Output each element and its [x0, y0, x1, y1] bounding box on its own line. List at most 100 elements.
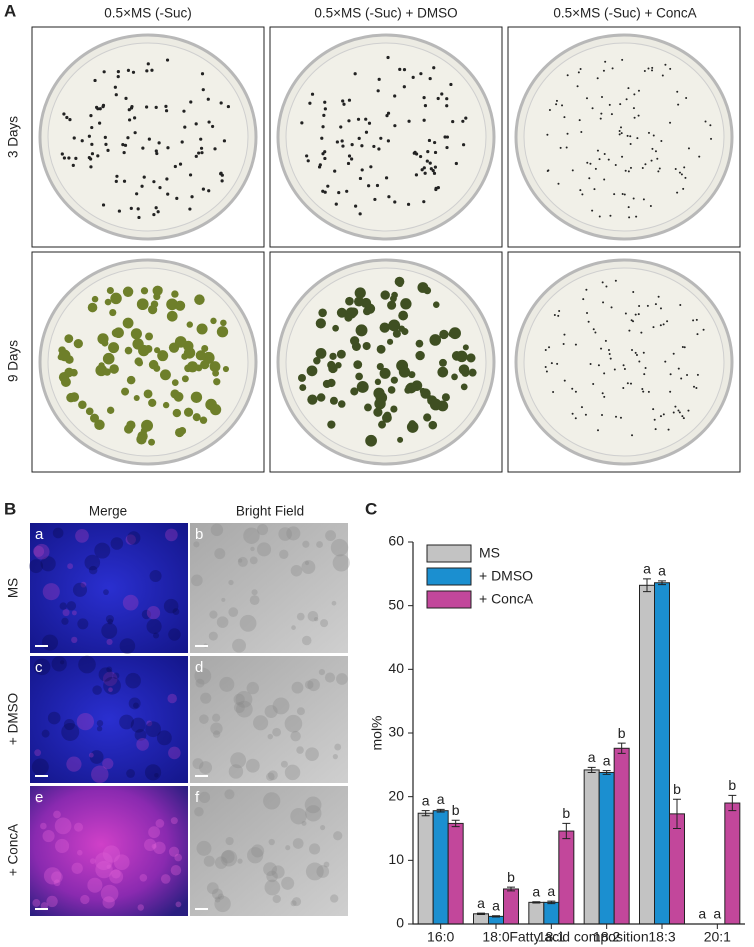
legend-swatch	[426, 544, 472, 563]
cell-texture	[111, 869, 121, 879]
seed	[353, 72, 357, 76]
cell-texture	[212, 730, 221, 738]
seedling	[439, 329, 449, 340]
cell-texture	[66, 601, 77, 611]
seed	[433, 150, 438, 155]
cell-texture	[84, 554, 101, 571]
seed	[342, 102, 346, 106]
cell-texture	[290, 900, 297, 907]
seed	[626, 382, 629, 385]
cell-texture	[263, 792, 281, 810]
seed	[614, 279, 617, 282]
seed	[669, 390, 672, 393]
bar	[583, 769, 600, 925]
seed	[341, 144, 345, 148]
cell-texture	[51, 871, 63, 883]
x-tick-label: 18:0	[482, 929, 509, 945]
seed	[347, 154, 352, 158]
cell-texture	[72, 582, 88, 597]
seedling	[200, 359, 210, 370]
seed	[422, 96, 426, 100]
seed	[377, 147, 381, 151]
seed	[165, 58, 170, 62]
seed	[122, 179, 127, 183]
cell-texture	[107, 618, 114, 625]
seedling	[449, 327, 461, 340]
seed	[609, 357, 612, 360]
cell-texture	[307, 610, 319, 622]
seed	[188, 173, 193, 177]
error-bar	[728, 794, 737, 812]
error-bar	[562, 822, 571, 840]
cell-texture	[67, 563, 74, 570]
seed	[605, 285, 608, 288]
seed	[676, 90, 679, 93]
seedling	[109, 364, 119, 374]
cell-texture	[59, 602, 67, 610]
cell-texture	[264, 879, 281, 896]
cell-texture	[102, 896, 115, 909]
seed	[642, 351, 645, 354]
seed	[561, 104, 564, 107]
legend-label: + ConcA	[479, 591, 534, 607]
seed	[440, 92, 444, 96]
seedling	[162, 401, 170, 409]
seed	[131, 70, 136, 74]
seed	[60, 152, 64, 156]
seedling	[335, 362, 342, 369]
cell-texture	[40, 556, 56, 572]
cell-texture	[146, 606, 161, 620]
seed	[585, 97, 588, 100]
cell-texture	[332, 754, 338, 760]
error-bar	[547, 900, 556, 905]
seed	[182, 109, 186, 113]
seed	[654, 428, 657, 431]
seed	[71, 163, 75, 168]
seedling	[355, 372, 363, 381]
seed	[619, 416, 622, 419]
seedling	[194, 294, 205, 305]
bar	[558, 830, 575, 925]
seed	[623, 193, 626, 196]
seed	[140, 184, 144, 188]
seedling	[186, 361, 199, 373]
seed	[600, 112, 603, 115]
seed	[635, 215, 638, 218]
seed	[684, 176, 687, 179]
error-bar	[673, 798, 681, 829]
cell-texture	[320, 824, 326, 831]
seed	[445, 104, 449, 108]
seed	[613, 193, 616, 196]
seed	[647, 390, 650, 393]
seed	[339, 125, 343, 129]
seedling	[199, 416, 208, 424]
seed	[680, 173, 683, 176]
seedling	[379, 322, 390, 333]
bar	[488, 915, 504, 925]
seed	[428, 161, 432, 165]
seed	[614, 164, 617, 167]
seed	[197, 151, 201, 155]
seedling	[379, 367, 391, 379]
seed	[565, 146, 568, 149]
error-bar	[587, 766, 596, 773]
cell-texture	[257, 524, 269, 536]
bar	[417, 812, 434, 925]
x-tick-label: 16:0	[427, 929, 454, 945]
seed	[379, 136, 383, 140]
cell-texture	[257, 542, 272, 557]
cell-texture	[94, 852, 113, 871]
cell-texture	[46, 895, 58, 908]
cell-texture	[292, 838, 304, 849]
cell-texture	[228, 764, 244, 779]
seed	[653, 418, 656, 421]
seedling	[461, 369, 470, 377]
cell-texture	[281, 876, 295, 890]
axes	[412, 542, 745, 925]
seedling	[313, 357, 321, 365]
seedling	[456, 350, 468, 363]
cell-texture	[246, 681, 259, 695]
cell-texture	[102, 845, 121, 863]
cell-texture	[87, 877, 103, 893]
